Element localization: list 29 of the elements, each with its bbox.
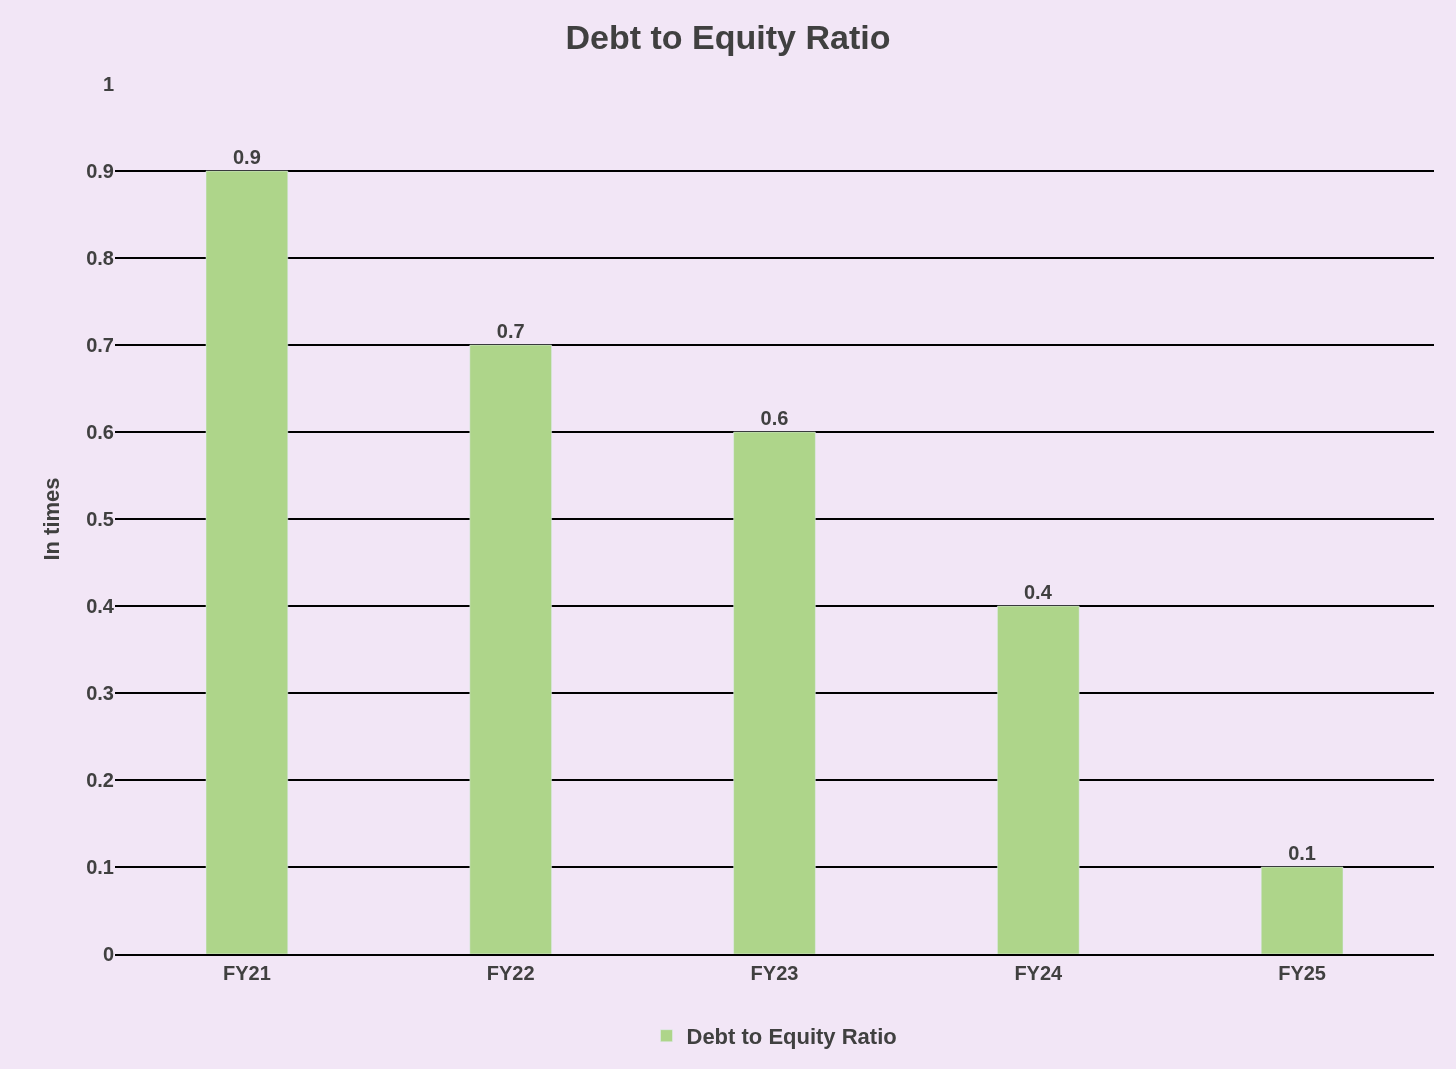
- x-tick-label: FY22: [486, 961, 535, 984]
- x-tick-label: FY24: [1014, 961, 1064, 984]
- y-tick-label: 0.2: [86, 769, 114, 791]
- data-label: 0.1: [1288, 842, 1317, 864]
- y-tick-label: 0.3: [86, 682, 114, 704]
- y-tick-label: 0.6: [86, 421, 114, 443]
- y-tick-label: 0.9: [86, 160, 114, 182]
- y-tick-label: 0.7: [86, 334, 114, 356]
- y-tick-label: 0.5: [86, 508, 114, 530]
- data-label: 0.4: [1023, 581, 1053, 603]
- y-tick-label: 0.1: [86, 856, 114, 878]
- bar: [205, 170, 289, 954]
- y-tick-label: 1: [102, 73, 114, 95]
- x-tick-label: FY23: [750, 961, 799, 984]
- y-tick-label: 0.4: [86, 595, 115, 617]
- data-label: 0.9: [232, 146, 261, 168]
- bar: [469, 344, 552, 954]
- y-tick-label: 0.8: [86, 247, 114, 269]
- x-tick-label: FY21: [222, 961, 271, 984]
- chart-title: Debt to Equity Ratio: [565, 18, 891, 57]
- y-tick-label: 0: [102, 943, 114, 965]
- data-label: 0.6: [760, 407, 789, 429]
- legend-label: Debt to Equity Ratio: [686, 1024, 897, 1050]
- bar: [1260, 866, 1344, 954]
- bar: [997, 605, 1080, 954]
- y-axis-title: In times: [38, 477, 64, 561]
- data-label: 0.7: [496, 320, 525, 342]
- bar: [733, 431, 816, 954]
- x-tick-label: FY25: [1278, 961, 1327, 984]
